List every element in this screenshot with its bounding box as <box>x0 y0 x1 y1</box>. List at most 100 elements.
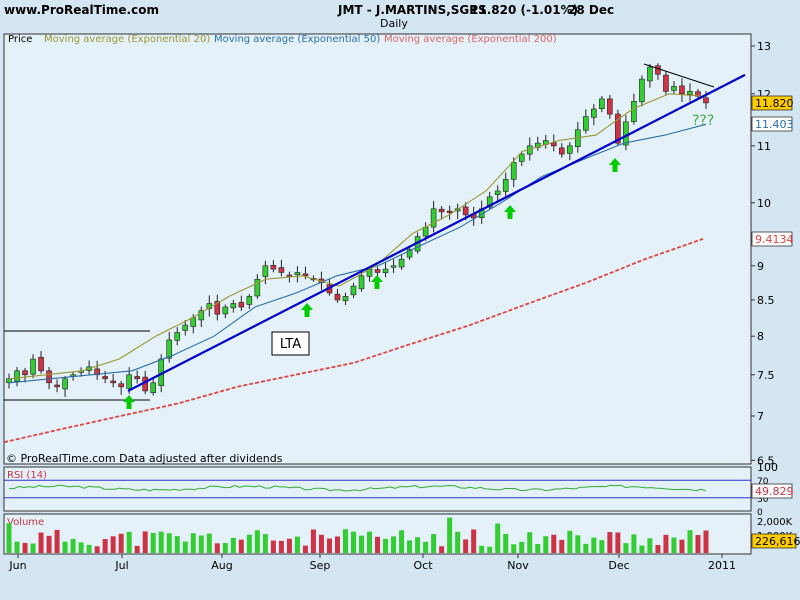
question-annotation: ??? <box>692 113 714 129</box>
volume-bar <box>423 541 429 553</box>
volume-bar <box>110 536 116 553</box>
volume-bar <box>647 538 653 553</box>
ema50-value: 11.403 <box>755 118 794 131</box>
volume-bar <box>519 541 525 553</box>
volume-bar <box>214 543 220 553</box>
price-tick-label: 13 <box>757 40 771 53</box>
volume-bar <box>294 536 300 553</box>
volume-bar <box>278 540 284 553</box>
volume-bar <box>230 537 236 553</box>
time-tick-label: Aug <box>211 559 232 572</box>
candle-body <box>430 208 437 228</box>
time-tick-label: Dec <box>608 559 629 572</box>
candle-body <box>38 356 44 372</box>
candle-body <box>462 206 469 216</box>
candle-body <box>647 66 653 82</box>
candle-body <box>134 376 140 380</box>
candle-body <box>222 306 229 315</box>
candle-body <box>350 285 357 296</box>
volume-bar <box>487 546 493 553</box>
quote-text: 11.820 (-1.01%) <box>470 3 579 17</box>
candle-body <box>62 378 68 390</box>
volume-bar <box>623 543 629 553</box>
volume-bar <box>270 540 276 553</box>
data-note: © ProRealTime.com Data adjusted after di… <box>6 452 283 465</box>
volume-bar <box>238 539 244 553</box>
volume-bar <box>687 530 693 553</box>
volume-bar <box>334 536 340 553</box>
volume-bar <box>551 534 557 553</box>
candle-body <box>374 269 381 273</box>
candle-body <box>438 208 445 213</box>
candle-body <box>262 265 269 277</box>
candle-body <box>607 98 613 115</box>
volume-bar <box>302 545 308 553</box>
candle-body <box>358 275 365 290</box>
time-tick-label: Jun <box>8 559 26 572</box>
symbol-title: JMT - J.MARTINS,SGPS <box>338 3 487 17</box>
ema20-line <box>8 93 707 380</box>
volume-tick-label: 2,000K <box>757 517 793 528</box>
candle-body <box>631 101 637 122</box>
up-arrow-icon <box>371 275 383 289</box>
candle-body <box>398 258 405 268</box>
candle-body <box>446 210 453 213</box>
ema200-value: 9.4134 <box>755 233 794 246</box>
volume-bar <box>262 534 268 553</box>
volume-bar <box>615 532 621 553</box>
candle-body <box>558 147 565 155</box>
volume-bar <box>54 529 60 553</box>
price-panel <box>3 33 752 465</box>
candle-body <box>150 382 157 394</box>
time-tick-label: 2011 <box>708 559 736 572</box>
candle-body <box>174 332 181 341</box>
price-tick-label: 10 <box>757 197 771 210</box>
up-arrow-icon <box>609 158 621 172</box>
candle-body <box>422 226 429 237</box>
candle-body <box>54 384 60 388</box>
rsi-tick-label: 100 <box>757 461 778 474</box>
price-tick-label: 11 <box>757 140 771 153</box>
candle-body <box>494 190 501 195</box>
candle-body <box>230 303 237 309</box>
candle-body <box>703 97 709 104</box>
volume-bar <box>342 529 348 553</box>
candle-body <box>486 196 493 208</box>
volume-bar <box>679 539 685 553</box>
ema200-box <box>751 231 793 247</box>
price-tick-label: 9 <box>757 260 764 273</box>
volume-value-box <box>751 533 797 549</box>
volume-bar <box>14 541 20 553</box>
trendline <box>127 73 746 392</box>
price-tick-label: 8.5 <box>757 294 775 307</box>
candle-body <box>214 301 221 315</box>
volume-bar <box>407 540 413 553</box>
volume-bar <box>30 543 36 553</box>
volume-bar <box>142 531 148 553</box>
candle-body <box>126 374 132 389</box>
candle-body <box>695 91 701 97</box>
candle-body <box>22 370 28 376</box>
candle-body <box>118 383 124 388</box>
rsi-tick-label: 30 <box>757 495 769 505</box>
volume-bar <box>391 536 397 553</box>
volume-bar <box>471 529 477 553</box>
candle-body <box>599 98 605 109</box>
volume-bar <box>78 542 84 553</box>
candle-body <box>302 273 309 277</box>
volume-bar <box>439 546 445 553</box>
volume-bar <box>695 535 701 553</box>
candle-body <box>591 108 597 118</box>
candle-body <box>46 370 52 384</box>
ema50-line <box>8 123 707 384</box>
volume-bar <box>479 545 485 553</box>
site-name[interactable]: www.ProRealTime.com <box>4 3 159 17</box>
resistance-line <box>643 63 715 88</box>
volume-bar <box>206 533 212 553</box>
candle-body <box>14 370 20 382</box>
volume-bar <box>246 534 252 553</box>
volume-bar <box>367 531 373 553</box>
volume-bar <box>415 537 421 553</box>
volume-bar <box>511 544 517 553</box>
